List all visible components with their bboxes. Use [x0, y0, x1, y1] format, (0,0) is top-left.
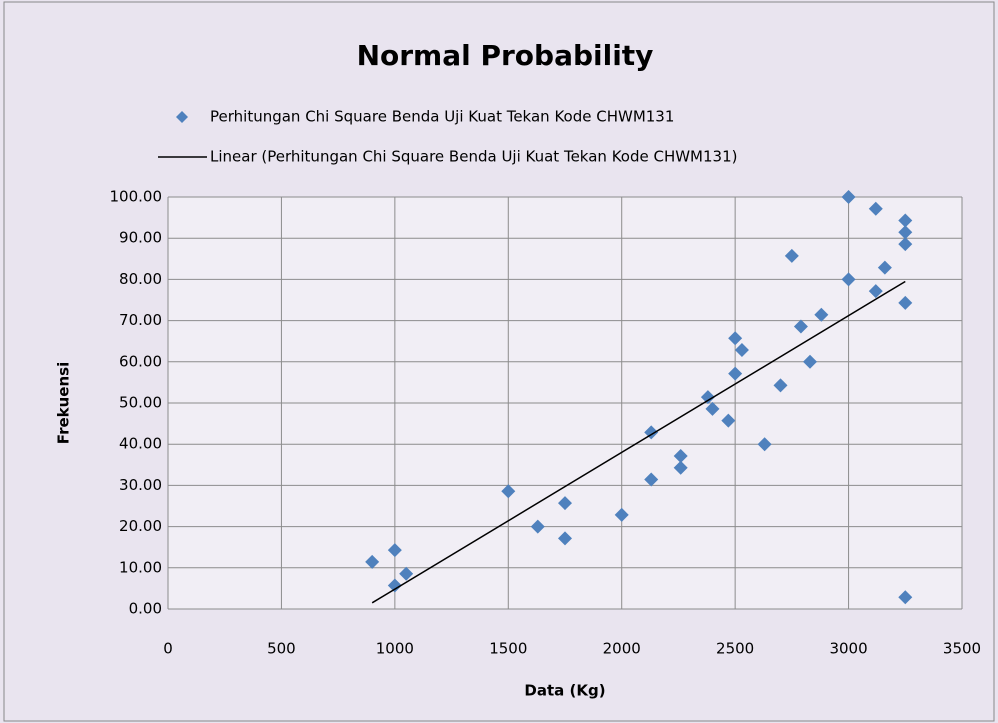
x-axis-label: Data (Kg): [524, 682, 605, 700]
data-point: [673, 460, 688, 475]
legend-label: Linear (Perhitungan Chi Square Benda Uji…: [210, 148, 737, 166]
y-tick-label: 30.00: [119, 476, 162, 494]
x-tick-label: 0: [163, 640, 173, 658]
data-point: [898, 295, 913, 310]
y-tick-label: 0.00: [129, 600, 162, 618]
data-point: [387, 578, 402, 593]
data-point: [644, 472, 659, 487]
x-tick-label: 500: [267, 640, 296, 658]
data-point: [773, 378, 788, 393]
data-point: [728, 366, 743, 381]
data-point: [673, 448, 688, 463]
data-point: [757, 437, 772, 452]
data-point: [898, 590, 913, 605]
chart-title: Normal Probability: [357, 39, 654, 72]
data-point: [793, 319, 808, 334]
data-point: [734, 343, 749, 358]
data-point: [399, 566, 414, 581]
data-point: [877, 260, 892, 275]
y-tick-label: 90.00: [119, 229, 162, 247]
x-tick-label: 3500: [943, 640, 981, 658]
data-point: [898, 213, 913, 228]
x-tick-label: 2500: [716, 640, 754, 658]
data-point: [898, 237, 913, 252]
data-point: [501, 484, 516, 499]
y-tick-label: 80.00: [119, 270, 162, 288]
data-point: [841, 272, 856, 287]
data-point: [868, 201, 883, 216]
trend-line: [371, 280, 906, 604]
data-point: [868, 284, 883, 299]
data-point: [814, 307, 829, 322]
legend-label: Perhitungan Chi Square Benda Uji Kuat Te…: [210, 108, 674, 126]
x-tick-label: 1000: [376, 640, 414, 658]
data-point: [530, 519, 545, 534]
data-point: [728, 331, 743, 346]
data-point: [558, 531, 572, 546]
y-tick-label: 40.00: [119, 435, 162, 453]
y-tick-label: 100.00: [110, 188, 163, 206]
y-tick-label: 20.00: [119, 517, 162, 535]
y-tick-label: 70.00: [119, 311, 162, 329]
y-axis-label: Frekuensi: [55, 362, 73, 444]
x-tick-label: 3000: [829, 640, 867, 658]
data-point: [803, 354, 818, 369]
y-tick-label: 10.00: [119, 558, 162, 576]
data-point: [721, 413, 736, 428]
y-tick-label: 50.00: [119, 394, 162, 412]
data-point: [841, 190, 856, 204]
data-point: [614, 507, 629, 522]
data-point: [558, 496, 572, 511]
legend-marker: [176, 111, 188, 123]
x-tick-label: 1500: [489, 640, 527, 658]
data-point: [898, 225, 913, 240]
data-point: [700, 390, 715, 405]
data-point: [705, 401, 720, 416]
y-tick-label: 60.00: [119, 352, 162, 370]
data-point: [784, 248, 799, 263]
chart-border: [3, 1, 995, 722]
data-point: [365, 554, 380, 569]
x-tick-label: 2000: [603, 640, 641, 658]
data-point: [387, 543, 402, 558]
